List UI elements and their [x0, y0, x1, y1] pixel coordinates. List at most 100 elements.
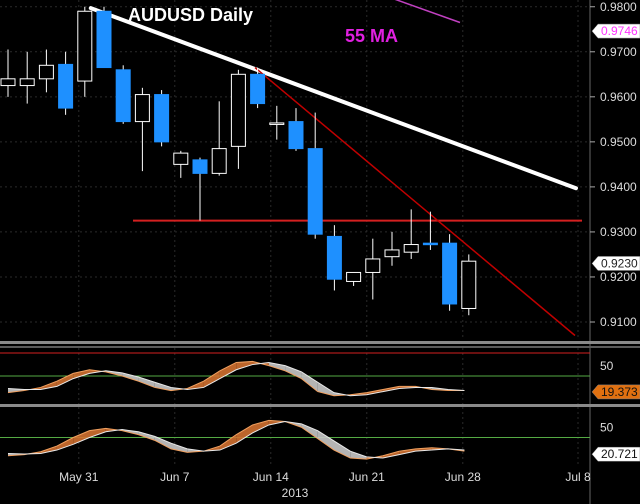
- osc-value-tag-box: [591, 384, 640, 400]
- osc-fill-segment: [301, 423, 318, 439]
- candle-bull: [230, 73, 246, 147]
- osc-tick-label: 50: [600, 421, 614, 435]
- candle-bull: [77, 10, 93, 82]
- osc-fill-segment: [415, 447, 432, 452]
- osc-fill-segment: [350, 451, 367, 460]
- osc-fill-segment: [154, 382, 171, 391]
- candle-bear: [250, 73, 266, 105]
- oscillator-panel-1: 50 19.373: [0, 352, 640, 400]
- price-tick-label: 0.9100: [600, 315, 637, 329]
- candle-bear: [326, 235, 342, 280]
- osc-fill-segment: [382, 451, 400, 459]
- osc-fill-segment: [219, 434, 237, 451]
- osc-fill-segment: [138, 377, 155, 388]
- osc-fill-segment: [56, 373, 74, 387]
- separator-1: [0, 341, 640, 344]
- osc-fill-segment: [334, 440, 351, 459]
- candle-bull: [0, 78, 16, 87]
- candle-bear: [192, 159, 208, 174]
- osc-fill-segment: [366, 389, 383, 395]
- osc-k-line: [7, 419, 465, 460]
- year-label: 2013: [282, 486, 309, 500]
- osc-k-line: [7, 360, 465, 397]
- candles: [0, 6, 477, 316]
- panel-separators: [0, 341, 640, 407]
- osc-tick-label: 50: [600, 359, 614, 373]
- osc-fill-segment: [301, 371, 318, 392]
- date-axis: May 31 Jun 7 Jun 14 Jun 21 Jun 28 Jul 8 2013: [59, 470, 591, 500]
- osc-fill-segment: [203, 370, 220, 388]
- candle-bull: [384, 249, 400, 258]
- price-tick-label: 0.9300: [600, 225, 637, 239]
- osc-fill-segment: [171, 443, 188, 453]
- osc-fill-segment: [399, 448, 416, 455]
- date-tick-label: Jun 14: [253, 470, 289, 484]
- osc-fill-segment: [382, 386, 400, 392]
- ma-55-line: [394, 0, 461, 24]
- date-tick-label: May 31: [59, 470, 99, 484]
- candle-bear: [154, 94, 170, 143]
- candle-bear: [288, 121, 304, 150]
- osc-fill-segment: [73, 369, 90, 379]
- candle-bear: [422, 242, 438, 246]
- osc-d-line: [7, 421, 465, 459]
- separator-1b: [0, 346, 640, 348]
- candle-bull: [173, 152, 189, 165]
- price-tags: 0.9746 0.9230: [591, 23, 640, 271]
- osc-fill-segment: [268, 362, 286, 371]
- price-tick-label: 0.9500: [600, 135, 637, 149]
- candle-bear: [307, 148, 323, 235]
- price-tag-box: [591, 256, 640, 271]
- separator-2: [0, 404, 640, 407]
- osc-fill-segment: [56, 437, 74, 451]
- date-tick-label: Jun 28: [445, 470, 481, 484]
- price-tick-label: 0.9800: [600, 0, 637, 14]
- candle-bull: [211, 148, 227, 174]
- date-ticks: May 31 Jun 7 Jun 14 Jun 21 Jun 28 Jul 8: [59, 470, 591, 484]
- osc-d-line: [7, 361, 465, 397]
- osc-fill-segment: [138, 431, 155, 441]
- price-tick-label: 0.9400: [600, 180, 637, 194]
- candle-bear: [58, 63, 74, 109]
- osc-fill-segment: [73, 430, 90, 445]
- candle-bull: [461, 260, 477, 309]
- candle-bull: [346, 271, 362, 282]
- osc-fill-segment: [154, 436, 171, 449]
- price-tag-label: 0.9746: [601, 24, 638, 38]
- candle-bull: [365, 258, 381, 273]
- osc-fill-segment: [236, 424, 253, 444]
- osc-fill-segment: [122, 372, 139, 382]
- price-tick-label: 0.9700: [600, 45, 637, 59]
- osc-value-tag-label: 19.373: [601, 385, 638, 399]
- candle-bull: [134, 94, 150, 123]
- ma-label: 55 MA: [345, 26, 398, 46]
- osc-value-tag-box: [591, 446, 640, 462]
- price-axis: 0.9800 0.9700 0.9600 0.9500 0.9400 0.9300 0.92…: [589, 0, 640, 504]
- oscillator-panel-2: 50 20.721: [0, 419, 640, 462]
- price-panel: AUDUSD Daily 55 MA: [0, 0, 590, 466]
- price-tag-label: 0.9230: [601, 256, 638, 270]
- price-tag-box: [591, 23, 640, 39]
- price-ticks: 0.9800 0.9700 0.9600 0.9500 0.9400 0.9300 0.92…: [590, 0, 637, 329]
- osc-fill-segment: [219, 362, 237, 379]
- osc-fill-segment: [285, 365, 302, 379]
- candle-bull: [38, 64, 54, 80]
- candle-bull: [19, 78, 35, 87]
- date-tick-label: Jun 7: [160, 470, 190, 484]
- steep-trend-line: [254, 66, 576, 337]
- date-tick-label: Jun 21: [349, 470, 385, 484]
- candle-bear: [442, 242, 458, 305]
- osc-fill-segment: [236, 361, 253, 370]
- osc-value-tag-label: 20.721: [601, 447, 638, 461]
- date-tick-label: Jul 8: [565, 470, 591, 484]
- price-tick-label: 0.9600: [600, 90, 637, 104]
- chart-title: AUDUSD Daily: [128, 5, 253, 25]
- candle-bear: [96, 10, 112, 69]
- major-downtrend-line: [88, 6, 578, 191]
- price-tick-label: 0.9200: [600, 270, 637, 284]
- osc-fill-segment: [252, 420, 269, 433]
- trend-lines: [88, 0, 582, 337]
- candle-bear: [115, 69, 131, 123]
